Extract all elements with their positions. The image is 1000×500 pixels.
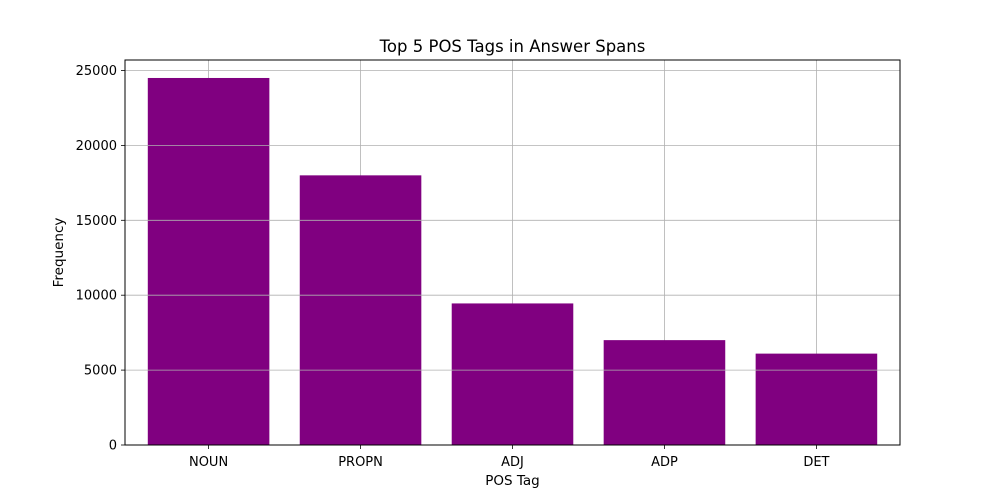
y-axis-label: Frequency	[51, 218, 67, 288]
bar-adj	[451, 303, 574, 445]
y-tick-label: 10000	[76, 289, 117, 304]
bar-det	[755, 353, 878, 445]
y-tick-label: 0	[109, 439, 117, 454]
y-tick-label: 25000	[76, 64, 117, 79]
x-tick-label: PROPN	[338, 455, 383, 470]
y-tick-label: 15000	[76, 214, 117, 229]
x-axis: NOUN PROPN ADJ ADP DET	[189, 445, 830, 470]
bar-propn	[299, 175, 422, 445]
x-tick-label: NOUN	[189, 455, 228, 470]
chart-title: Top 5 POS Tags in Answer Spans	[379, 37, 646, 56]
x-tick-label: DET	[803, 455, 829, 470]
bar-adp	[603, 340, 726, 445]
x-axis-label: POS Tag	[485, 473, 539, 489]
y-axis: 0 5000 10000 15000 20000 25000	[76, 64, 125, 454]
bar-noun	[147, 77, 270, 445]
y-tick-label: 5000	[84, 364, 117, 379]
x-tick-label: ADP	[651, 455, 678, 470]
y-tick-label: 20000	[76, 139, 117, 154]
x-tick-label: ADJ	[501, 455, 524, 470]
